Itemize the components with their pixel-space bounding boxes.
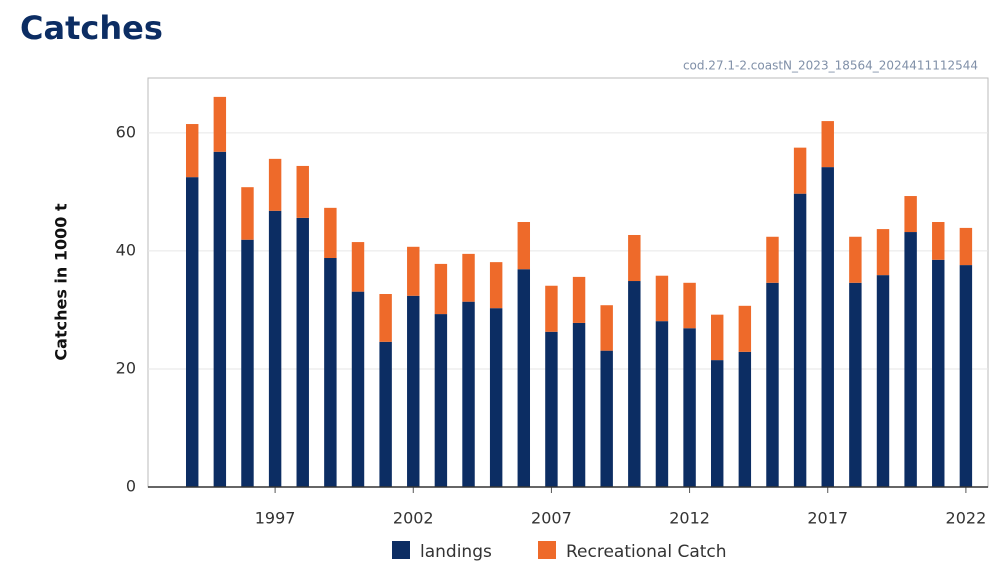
bar-segment: [849, 236, 862, 283]
bar-segment: [793, 147, 807, 194]
bar-segment: [434, 314, 448, 487]
bar-segment: [185, 124, 199, 178]
chart-title: Catches: [20, 9, 163, 47]
bar-segment: [876, 229, 890, 276]
bar-segment: [600, 350, 613, 487]
bar-segment: [517, 269, 531, 487]
bar-segment: [489, 262, 503, 309]
bar-segment: [904, 196, 917, 233]
bar-segment: [545, 285, 558, 332]
bar-segment: [821, 167, 834, 487]
bar-segment: [600, 305, 613, 351]
bar-segment: [793, 193, 807, 488]
legend-label: Recreational Catch: [566, 542, 727, 562]
bar-segment: [710, 314, 724, 361]
y-tick-label: 0: [126, 477, 136, 496]
bar-segment: [932, 259, 945, 487]
bar-segment: [710, 360, 724, 487]
bar-segment: [462, 253, 475, 302]
legend-swatch: [392, 541, 410, 559]
bar-segment: [379, 294, 392, 342]
bar-segment: [738, 305, 752, 352]
bar-segment: [683, 282, 696, 329]
bar-segment: [296, 217, 309, 488]
x-tick-label: 2007: [531, 509, 572, 528]
bar-segment: [849, 282, 862, 487]
bar-segment: [324, 258, 337, 487]
y-tick-label: 60: [116, 122, 136, 141]
bar-segment: [628, 281, 641, 487]
bar-segment: [351, 242, 365, 292]
bar-segment: [655, 275, 669, 322]
y-axis-label: Catches in 1000 t: [52, 203, 71, 361]
x-tick-label: 2002: [393, 509, 434, 528]
bar-segment: [904, 232, 917, 487]
bar-segment: [379, 341, 392, 487]
bar-segment: [572, 276, 586, 323]
bar-segment: [959, 227, 973, 266]
bar-segment: [655, 321, 669, 487]
bar-segment: [766, 282, 779, 487]
bar-segment: [185, 177, 199, 487]
bar-segment: [407, 246, 420, 296]
bar-segment: [545, 331, 558, 487]
bar-segment: [268, 210, 282, 487]
bar-segment: [572, 322, 586, 487]
bar-segment: [766, 236, 779, 283]
x-tick-label: 2017: [807, 509, 848, 528]
bar-segment: [268, 158, 282, 211]
bar-segment: [628, 234, 641, 282]
y-tick-label: 40: [116, 240, 136, 259]
bar-segment: [959, 265, 973, 487]
x-tick-label: 2012: [669, 509, 710, 528]
bar-segment: [462, 301, 475, 487]
bar-segment: [296, 165, 309, 218]
bar-segment: [213, 96, 227, 152]
bar-segment: [489, 308, 503, 487]
bar-segment: [932, 222, 945, 260]
legend-swatch: [538, 541, 556, 559]
legend-label: landings: [420, 542, 492, 562]
chart-subtitle: cod.27.1-2.coastN_2023_18564_20244111125…: [683, 59, 978, 73]
x-tick-label: 2022: [946, 509, 987, 528]
bar-segment: [241, 239, 254, 487]
bar-segment: [351, 291, 365, 487]
bar-segment: [324, 207, 337, 259]
bar-segment: [517, 222, 531, 270]
bar-segment: [876, 275, 890, 487]
bar-segment: [821, 121, 834, 168]
bar-segment: [213, 151, 227, 488]
bar-segment: [241, 187, 254, 240]
y-tick-label: 20: [116, 358, 136, 377]
bar-segment: [434, 263, 448, 315]
bar-segment: [407, 295, 420, 487]
bar-segment: [738, 351, 752, 487]
bar-segment: [683, 328, 696, 487]
x-tick-label: 1997: [255, 509, 296, 528]
